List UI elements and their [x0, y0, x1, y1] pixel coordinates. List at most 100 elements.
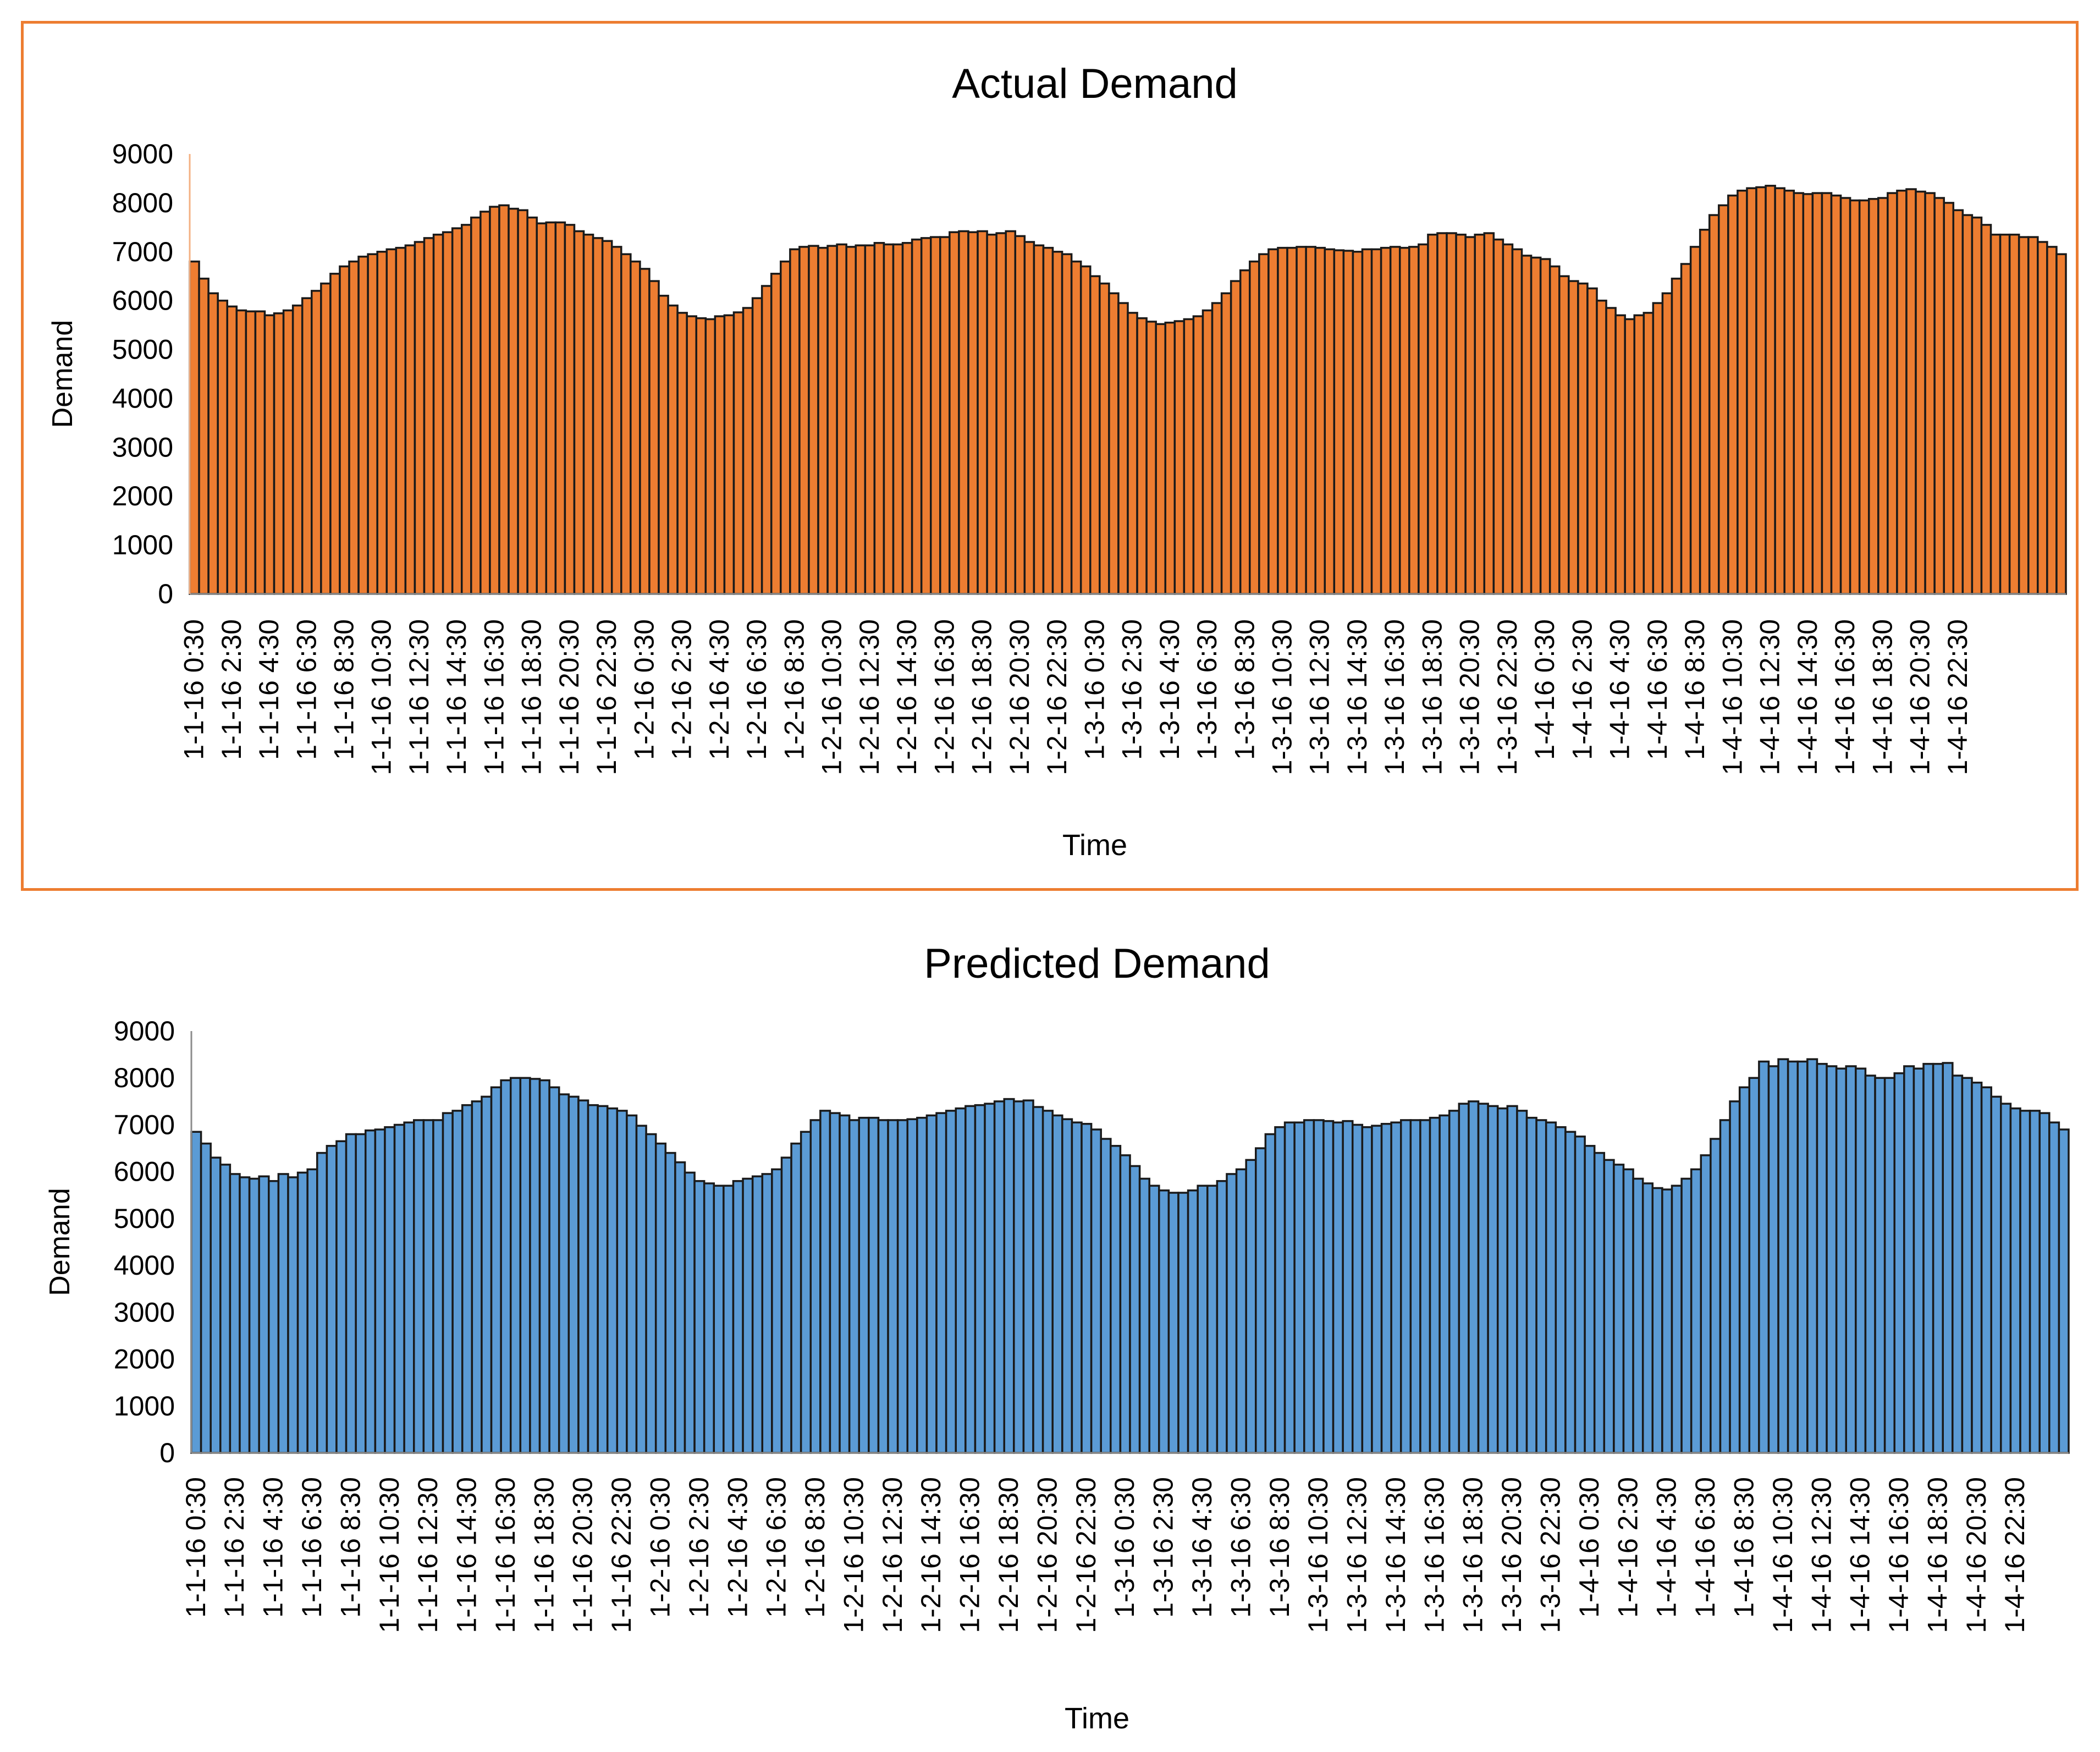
bar: [1989, 233, 2002, 595]
bar: [1961, 214, 1974, 595]
bar: [1700, 1154, 1712, 1454]
bar: [1511, 248, 1523, 595]
bar: [1206, 1184, 1219, 1454]
y-tick-label: 8000: [112, 188, 173, 218]
bar: [1119, 1154, 1131, 1454]
bar: [345, 1133, 357, 1454]
bar: [925, 1114, 938, 1454]
bar: [887, 1119, 899, 1454]
x-tick-label: 1-4-16 4:30: [1605, 619, 1635, 760]
bar: [1613, 1164, 1625, 1454]
bar: [1390, 1121, 1402, 1454]
bar: [235, 309, 247, 595]
bar: [732, 311, 745, 595]
bar: [1051, 251, 1063, 595]
bar: [357, 255, 369, 595]
bar: [500, 1079, 512, 1454]
x-tick-label: 1-4-16 20:30: [1961, 1477, 1992, 1633]
bar: [1258, 253, 1270, 595]
bar: [374, 1128, 386, 1454]
x-tick-label: 1-3-16 22:30: [1492, 619, 1523, 775]
bar: [1796, 1060, 1809, 1454]
bar: [695, 317, 707, 595]
x-tick-label: 1-2-16 14:30: [916, 1477, 946, 1633]
bar: [1835, 1067, 1847, 1454]
bar: [498, 204, 510, 595]
bar: [1661, 1188, 1673, 1454]
bar: [481, 1095, 493, 1454]
bar: [1136, 317, 1148, 595]
x-axis-label: Time: [1062, 829, 1127, 862]
x-tick-label: 1-1-16 18:30: [516, 619, 547, 775]
predicted-demand-chart: Predicted Demand Demand Time 0 1000 2000 30…: [44, 940, 2070, 1735]
bar: [207, 292, 219, 595]
bar: [1492, 238, 1504, 595]
x-tick-label: 1-3-16 12:30: [1304, 619, 1335, 775]
bar: [1719, 1119, 1731, 1454]
x-tick-label: 1-2-16 22:30: [1041, 619, 1072, 775]
bar: [1883, 1077, 1895, 1454]
bar: [1220, 292, 1232, 595]
bar: [1641, 1182, 1654, 1454]
bar: [2038, 1112, 2051, 1454]
bar: [538, 1079, 550, 1454]
bar: [1633, 314, 1645, 595]
bar: [1305, 246, 1316, 595]
bar: [1051, 1114, 1063, 1454]
bar: [1593, 1152, 1606, 1454]
bar: [529, 1078, 541, 1454]
bar: [1845, 1065, 1857, 1454]
x-tick-label: 1-4-16 16:30: [1883, 1477, 1914, 1633]
bar: [1003, 1098, 1015, 1454]
bar: [316, 1152, 328, 1454]
bar: [920, 237, 932, 595]
bar: [1274, 1126, 1286, 1454]
bar: [648, 280, 660, 595]
x-tick-label: 1-4-16 4:30: [1651, 1477, 1682, 1618]
bar: [2027, 236, 2039, 595]
bar: [1932, 1062, 1944, 1454]
x-tick-label: 1-4-16 6:30: [1690, 1477, 1721, 1618]
bar: [587, 1104, 599, 1454]
bar: [376, 251, 388, 595]
bar: [1322, 1120, 1335, 1454]
bar: [432, 233, 444, 595]
bar: [582, 233, 594, 595]
bar: [1483, 232, 1495, 595]
bar: [367, 253, 378, 595]
x-tick-label: 1-3-16 22:30: [1535, 1477, 1566, 1633]
bar: [479, 211, 491, 595]
x-tick-label: 1-3-16 8:30: [1229, 619, 1260, 760]
bar: [1877, 197, 1889, 595]
bar: [422, 1119, 434, 1454]
bar: [1577, 282, 1589, 595]
x-tick-label: 1-1-16 6:30: [296, 1477, 327, 1618]
bar: [654, 1142, 667, 1454]
x-tick-label: 1-4-16 16:30: [1829, 619, 1860, 775]
bar: [2055, 253, 2067, 595]
bar: [1671, 277, 1683, 595]
bar: [1496, 1107, 1509, 1454]
x-tick-label: 1-2-16 14:30: [891, 619, 922, 775]
bar: [1651, 1187, 1663, 1454]
y-tick-label: 3000: [114, 1297, 175, 1327]
bar: [442, 1112, 454, 1454]
bar: [1710, 1138, 1722, 1454]
y-tick-label: 2000: [114, 1344, 175, 1375]
bar: [1765, 185, 1776, 595]
bar: [906, 1118, 918, 1454]
x-tick-label: 1-2-16 0:30: [645, 1477, 676, 1618]
y-tick-label: 4000: [112, 383, 173, 414]
bar: [873, 242, 885, 595]
bar: [1487, 1105, 1499, 1454]
bar: [1071, 1121, 1083, 1454]
bar: [1061, 253, 1073, 595]
bar: [1874, 1077, 1886, 1454]
bar: [1468, 1100, 1480, 1454]
bar: [1727, 194, 1739, 595]
bar: [1399, 1119, 1412, 1454]
y-tick-label: 5000: [114, 1203, 175, 1234]
bar: [751, 297, 763, 595]
x-tick-label: 1-3-16 8:30: [1264, 1477, 1295, 1618]
bar: [1342, 250, 1354, 595]
